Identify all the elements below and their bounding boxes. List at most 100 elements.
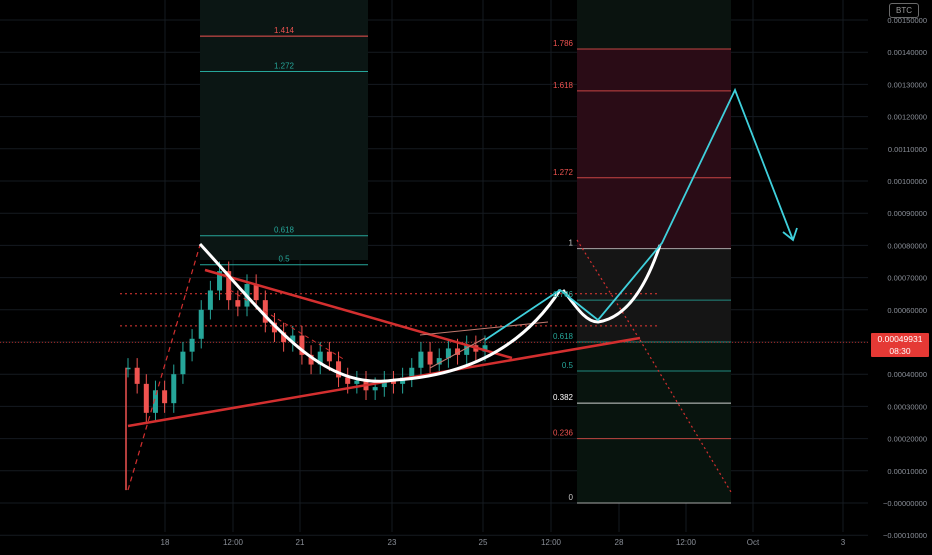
price-tick-label: −0.00010000 [883,531,927,540]
currency-badge[interactable]: BTC [889,3,919,18]
time-tick-label: 12:00 [541,538,562,547]
retrace-dashed-line [229,289,346,361]
projection-path [484,87,798,341]
price-tick-label: 0.00030000 [887,402,927,411]
candle-body [482,345,488,352]
price-tick-label: 0.00110000 [888,145,927,154]
fib-left-zone [200,0,368,260]
candle-body [409,367,415,378]
cup-curve [198,242,562,383]
candle-body [317,351,323,365]
price-tick-label: 0.00010000 [887,467,927,476]
grid-lines [0,0,868,536]
time-axis: 18 12:00 21 23 25 12:00 28 12:00 Oct 3 [161,538,846,547]
candle-body [436,358,442,365]
candle-body [381,380,387,388]
fib-right-level-label: 1.272 [553,168,574,177]
candle-body [207,290,213,310]
time-tick-label: Oct [747,538,760,547]
price-tick-label: 0.00150000 [887,16,927,25]
fib-right-level-label: 0.382 [553,393,574,402]
candle-body [299,335,305,355]
fib-right-level-label: 1.786 [553,39,574,48]
resistance-trendline [204,268,513,360]
price-tick-label: 0.00080000 [887,241,927,250]
fib-left-level-label: 1.272 [274,62,295,71]
price-tick-label: −0.00000000 [883,499,927,508]
candle-body [180,351,186,375]
fib-right-level-label: 0.5 [562,361,574,370]
time-tick-label: 21 [296,538,305,547]
candle-body [152,390,158,413]
fib-labels: 1.414 1.272 0.618 0.5 1.786 1.618 1.272 1 0.786 0… [274,26,574,502]
candle-body [354,380,360,384]
candle-body [134,367,140,384]
price-tick-label: 0.00090000 [887,209,927,218]
current-price-value: 0.00049931 [877,334,923,344]
candle-body [226,271,232,301]
price-tick-label: 0.00070000 [887,274,927,283]
price-tick-label: 0.00140000 [887,48,927,57]
price-axis: 0.00150000 0.00140000 0.00130000 0.00120000… [883,16,927,540]
price-tick-label: 0.00130000 [887,80,927,89]
candle-body [464,345,470,355]
candle-body [235,300,241,307]
candle-body [290,335,296,342]
handle-curve [561,244,662,324]
fib-right-level-label: 0.786 [553,290,574,299]
fib-left-level-label: 0.618 [274,226,295,235]
price-tick-label: 0.00040000 [887,370,927,379]
projection-polyline [484,87,794,341]
fib-zones [200,0,731,503]
candle-body [271,322,277,333]
fib-right-level-label: 1.618 [553,81,574,90]
current-price-tag: 0.00049931 08:30 [871,333,929,357]
fib-right-lower-zone [577,342,731,503]
candle-body [125,367,131,370]
projection-arrowhead [782,227,798,242]
horizontal-levels [0,35,868,504]
candle-body [326,351,332,362]
fib-right-level-label: 0.236 [553,429,574,438]
fib-left-level-label: 0.5 [278,255,290,264]
candle-body [253,284,259,301]
time-tick-label: 25 [479,538,488,547]
time-tick-label: 3 [841,538,846,547]
candle-body [455,348,461,355]
fib-left-level-label: 1.414 [274,26,295,35]
price-tick-label: 0.00060000 [887,306,927,315]
candle-body [162,390,168,404]
fib-right-level-label: 1 [569,239,574,248]
fib-right-upper-zone [577,48,731,249]
impulse-dashed-line [127,244,201,491]
candle-body [345,377,351,384]
candle-body [171,374,177,404]
fib-right-level-label: 0.618 [553,332,574,341]
candle-body [189,338,195,352]
candle-body [308,354,314,365]
price-tick-label: 0.00020000 [887,435,927,444]
time-tick-label: 23 [388,538,397,547]
bar-countdown: 08:30 [889,346,911,356]
pattern-drawings [127,239,732,493]
price-tick-label: 0.00120000 [887,113,927,122]
candle-body [281,332,287,342]
time-tick-label: 12:00 [223,538,244,547]
candle-body [418,351,424,368]
candle-body [427,351,433,365]
fib-right-level-label: 0 [569,493,574,502]
time-tick-label: 12:00 [676,538,697,547]
candle-body [336,361,342,378]
candle-body [143,383,149,413]
candle-body [217,271,223,291]
price-tick-label: 0.00100000 [887,177,927,186]
time-tick-label: 28 [615,538,624,547]
candle-body [390,380,396,384]
candle-body [372,387,378,391]
candle-body [198,309,204,339]
candle-body [445,348,451,359]
time-tick-label: 18 [161,538,170,547]
pennant-lines [419,321,549,369]
